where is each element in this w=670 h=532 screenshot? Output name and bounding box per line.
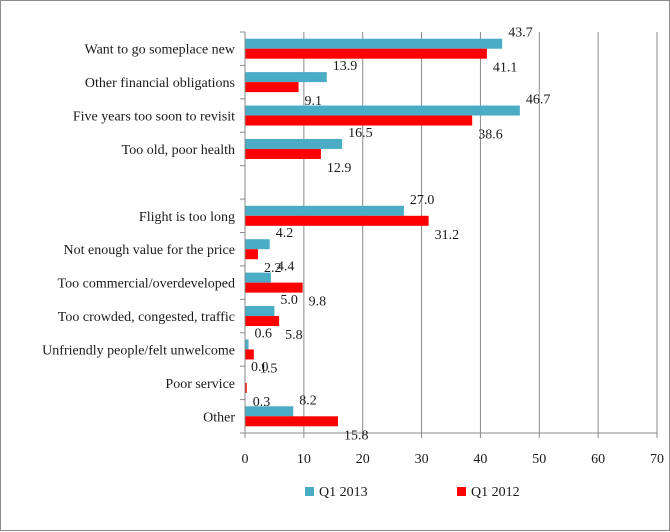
category-label: Want to go someplace new bbox=[85, 43, 236, 58]
category-label: Other bbox=[203, 410, 235, 425]
data-label: 15.8 bbox=[344, 428, 369, 443]
category-label: Flight is too long bbox=[139, 210, 235, 225]
bar-q1-2012 bbox=[245, 215, 429, 226]
data-label: 41.1 bbox=[493, 61, 517, 76]
data-label: 46.7 bbox=[526, 93, 551, 108]
bar-q1-2012 bbox=[245, 382, 247, 393]
category-label: Poor service bbox=[165, 377, 235, 392]
bar-q1-2013 bbox=[245, 138, 343, 149]
x-tick-label: 30 bbox=[415, 452, 429, 467]
data-label: 38.6 bbox=[478, 128, 503, 143]
x-tick-label: 40 bbox=[473, 452, 487, 467]
bar-q1-2013 bbox=[245, 306, 275, 317]
category-label: Too crowded, congested, traffic bbox=[58, 310, 235, 325]
bar-q1-2012 bbox=[245, 82, 299, 93]
bars bbox=[245, 38, 520, 427]
labels: 0 10 20 30 40 50 60 70 Want to go someplace new 4… bbox=[42, 26, 664, 467]
bar-q1-2013 bbox=[245, 72, 327, 83]
data-label: 1.5 bbox=[260, 361, 278, 376]
grid-lines bbox=[303, 32, 658, 433]
data-label: 4.2 bbox=[276, 226, 294, 241]
x-tick-label: 0 bbox=[242, 452, 249, 467]
bar-q1-2012 bbox=[245, 48, 487, 59]
bar-q1-2013 bbox=[245, 105, 520, 116]
data-label: 12.9 bbox=[327, 161, 352, 176]
axes bbox=[240, 31, 658, 438]
bar-q1-2012 bbox=[245, 115, 473, 126]
legend-swatch bbox=[305, 487, 314, 496]
bar-q1-2012 bbox=[245, 249, 258, 260]
data-label: 0.3 bbox=[253, 395, 271, 410]
category-label: Five years too soon to revisit bbox=[73, 110, 235, 125]
category-label: Unfriendly people/felt unwelcome bbox=[42, 343, 235, 358]
x-tick-label: 20 bbox=[356, 452, 370, 467]
data-label: 0.0 bbox=[251, 360, 269, 375]
data-label: 4.4 bbox=[277, 260, 295, 275]
category-label: Too old, poor health bbox=[122, 143, 235, 158]
bar-q1-2013 bbox=[245, 272, 271, 283]
data-label: 16.5 bbox=[348, 126, 373, 141]
data-label: 8.2 bbox=[299, 393, 317, 408]
data-label: 43.7 bbox=[508, 26, 532, 41]
x-tick-label: 70 bbox=[650, 452, 664, 467]
category-label: Too commercial/overdeveloped bbox=[58, 277, 235, 292]
data-label: 0.6 bbox=[255, 326, 273, 341]
data-label: 5.0 bbox=[280, 293, 298, 308]
x-tick-label: 50 bbox=[532, 452, 546, 467]
legend-swatch bbox=[457, 487, 466, 496]
x-tick-label: 60 bbox=[591, 452, 605, 467]
x-tick-label: 10 bbox=[297, 452, 311, 467]
data-label: 9.8 bbox=[309, 295, 327, 310]
bar-q1-2013 bbox=[245, 339, 249, 350]
data-label: 31.2 bbox=[435, 228, 460, 243]
data-label: 13.9 bbox=[333, 59, 358, 74]
category-label: Not enough value for the price bbox=[64, 243, 235, 258]
data-label: 27.0 bbox=[410, 193, 435, 208]
data-label: 2.2 bbox=[264, 261, 282, 276]
bar-q1-2012 bbox=[245, 349, 254, 360]
category-label: Other financial obligations bbox=[85, 76, 235, 91]
data-label: 5.8 bbox=[285, 328, 303, 343]
data-label: 9.1 bbox=[305, 94, 323, 109]
bar-q1-2013 bbox=[245, 406, 294, 417]
bar-q1-2013 bbox=[245, 205, 404, 216]
legend-label: Q1 2012 bbox=[471, 485, 520, 500]
bar-q1-2012 bbox=[245, 282, 303, 293]
bar-q1-2013 bbox=[245, 38, 503, 49]
legend: Q1 2013 Q1 2012 bbox=[305, 485, 520, 500]
bar-q1-2013 bbox=[245, 239, 270, 250]
bar-q1-2012 bbox=[245, 316, 280, 327]
bar-q1-2012 bbox=[245, 148, 321, 159]
bar-q1-2012 bbox=[245, 416, 338, 427]
legend-label: Q1 2013 bbox=[319, 485, 368, 500]
